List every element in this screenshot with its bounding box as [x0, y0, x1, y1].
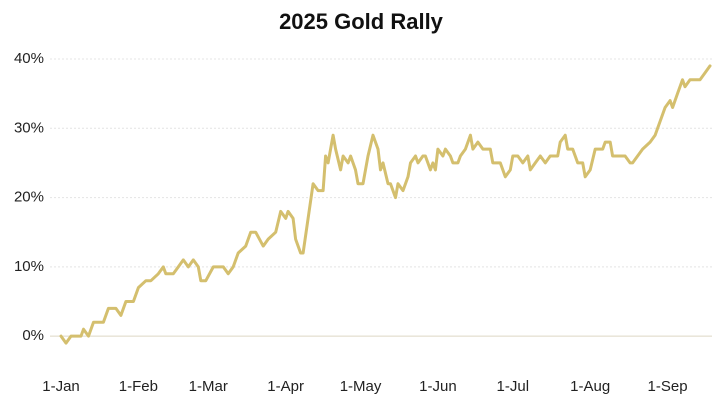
line-series — [59, 64, 712, 345]
x-tick-label: 1-Sep — [648, 378, 688, 395]
y-tick-label: 20% — [14, 189, 44, 206]
y-tick-label: 0% — [22, 327, 44, 344]
x-tick-label: 1-Mar — [189, 378, 228, 395]
x-tick-label: 1-Feb — [119, 378, 158, 395]
y-tick-label: 10% — [14, 258, 44, 275]
chart-title: 2025 Gold Rally — [279, 9, 444, 34]
x-tick-label: 1-Aug — [570, 378, 610, 395]
x-tick-label: 1-Jan — [42, 378, 80, 395]
x-tick-label: 1-May — [340, 378, 382, 395]
y-tick-label: 40% — [14, 50, 44, 67]
y-tick-label: 30% — [14, 119, 44, 136]
x-tick-label: 1-Jul — [497, 378, 530, 395]
x-tick-label: 1-Jun — [419, 378, 457, 395]
x-tick-label: 1-Apr — [267, 378, 304, 395]
